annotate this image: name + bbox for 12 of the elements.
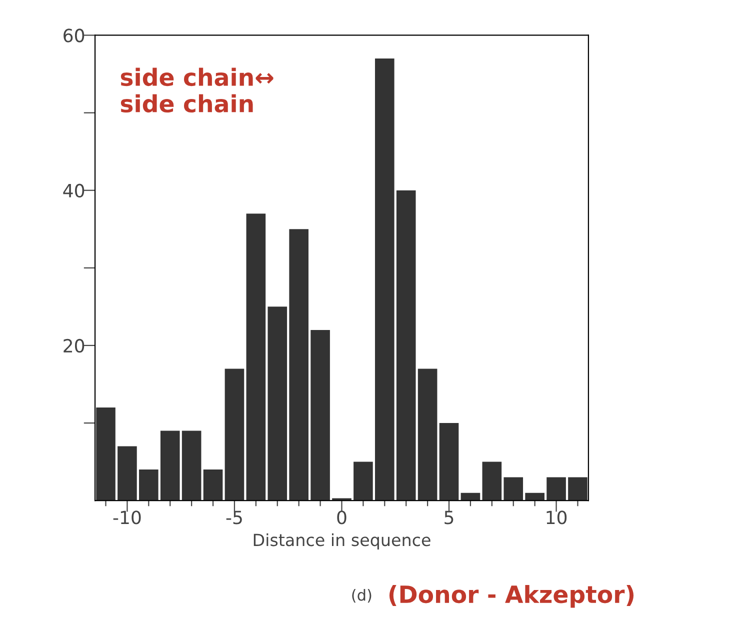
x-tick-label: 0 [337,510,346,524]
x-tick-label: -10 [113,510,141,524]
text: (d) [352,588,372,603]
x-axis-title: Distance in sequence [254,533,430,550]
x-tick-label: 5 [444,510,454,524]
x-tick-label: -5 [226,510,242,524]
annotation: side chain↔ side chain [120,68,274,113]
y-tick-label: 60 [64,28,84,42]
x-tick-label: 10 [546,510,567,524]
text: (Donor - Akzeptor) [389,584,634,608]
y-tick-label: 20 [64,338,84,353]
y-tick-label: 40 [63,184,84,198]
